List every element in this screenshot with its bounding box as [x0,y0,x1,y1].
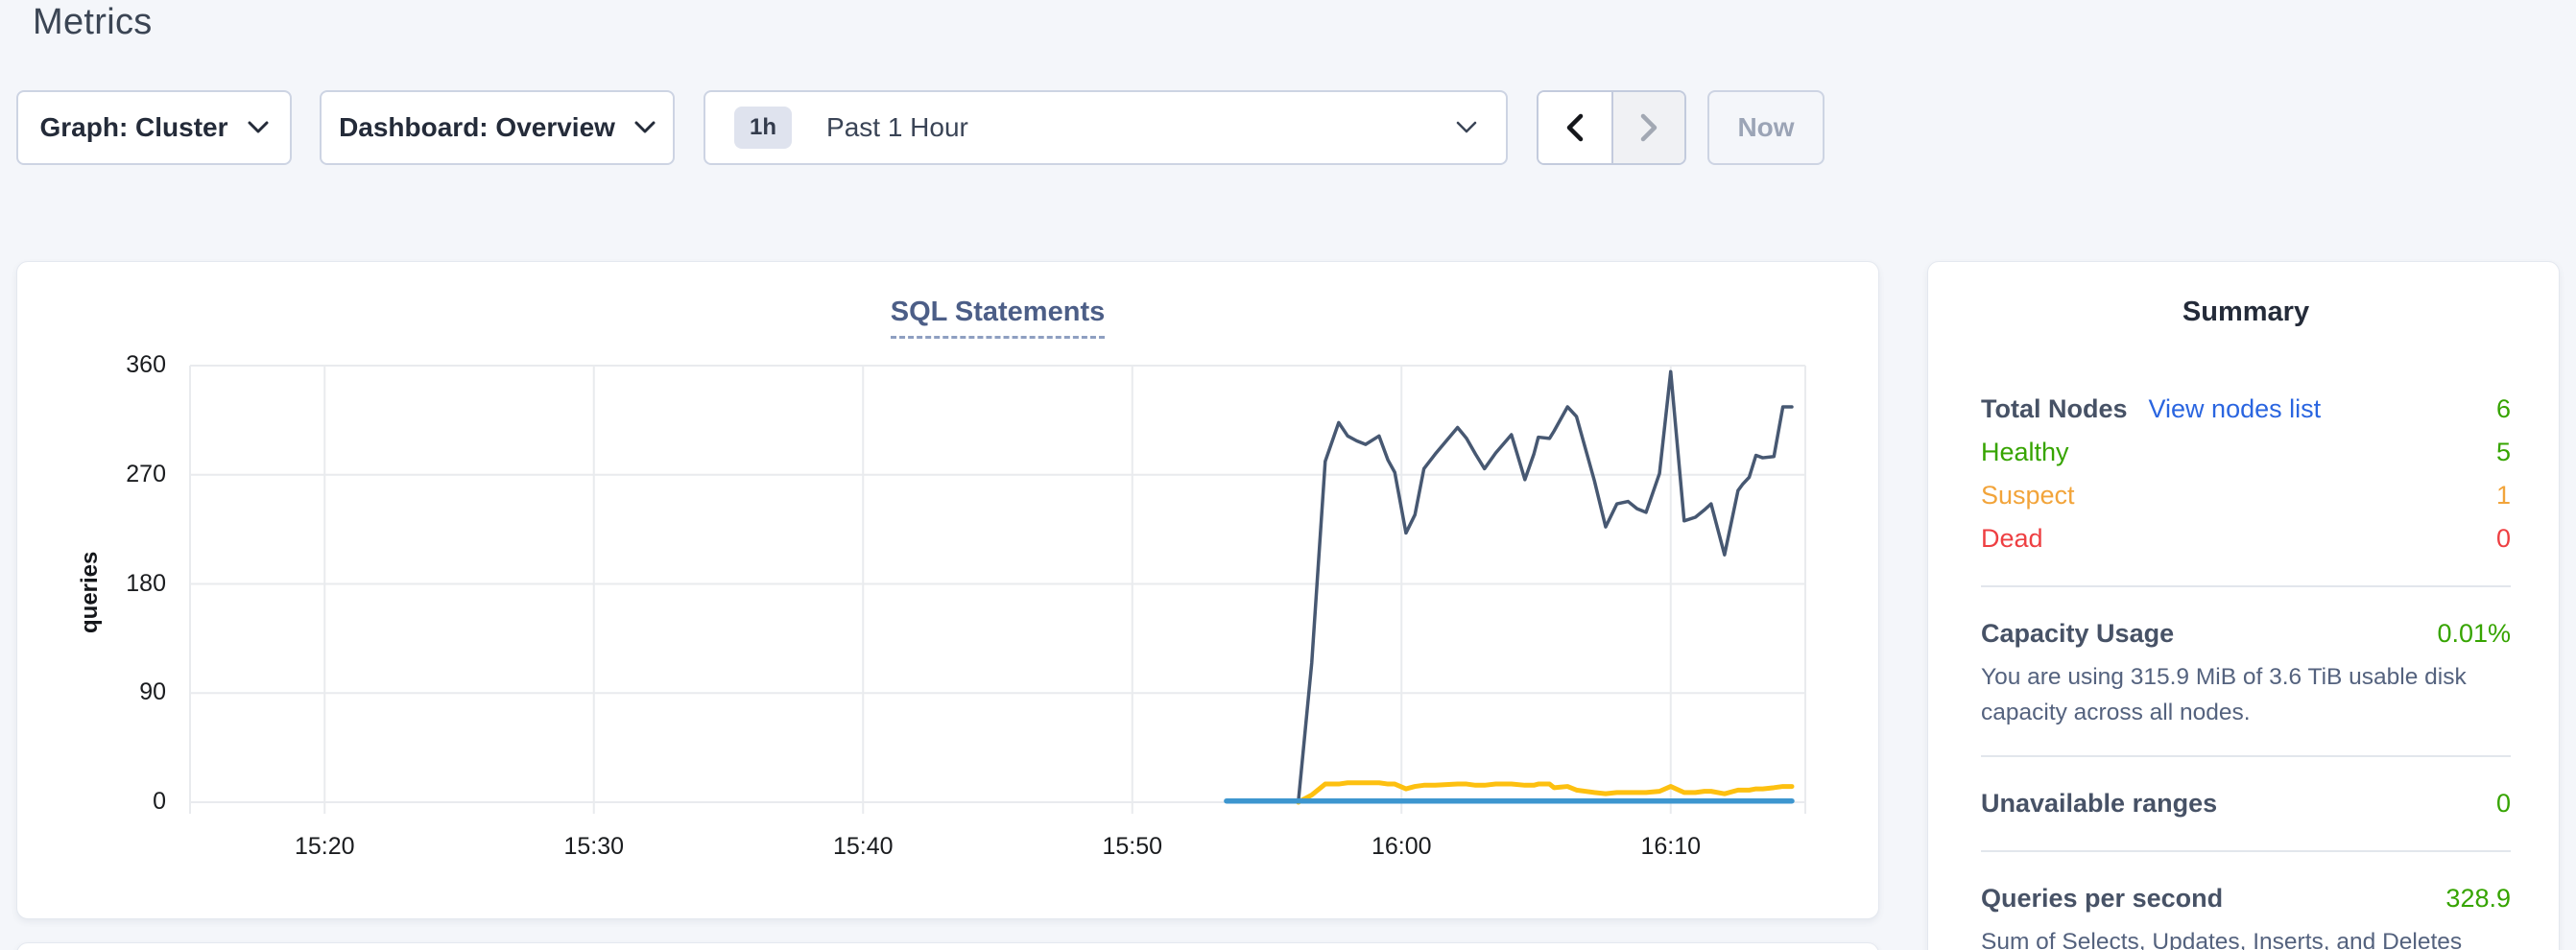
healthy-label: Healthy [1981,438,2069,466]
time-range-picker[interactable]: 1h Past 1 Hour [704,90,1508,165]
healthy-value: 5 [2495,438,2511,466]
dead-nodes-row: Dead 0 [1981,517,2511,560]
y-axis-tick-label: 360 [126,351,166,378]
y-axis-tick-label: 90 [139,678,166,706]
divider [1981,585,2511,587]
total-nodes-label: Total Nodes [1981,394,2128,423]
x-axis-tick-label: 15:30 [563,833,625,860]
y-axis-tick-label: 270 [126,460,166,487]
unavailable-ranges-value: 0 [2495,789,2511,818]
healthy-nodes-row: Healthy 5 [1981,431,2511,474]
dashboard-dropdown-label: Dashboard: Overview [339,112,615,142]
chevron-left-icon [1566,113,1584,142]
x-axis-tick-label: 16:10 [1640,833,1702,860]
total-nodes-row: Total Nodes View nodes list 6 [1981,388,2511,431]
next-chart-card [16,942,1879,950]
y-axis-tick-label: 180 [126,569,166,597]
summary-panel: Summary Total Nodes View nodes list 6 He… [1927,261,2560,950]
graph-dropdown-label: Graph: Cluster [39,112,228,142]
sql-statements-chart-card: SQL Statements queries 0 90 180 270 360 15:20… [16,261,1879,919]
unavailable-ranges-label: Unavailable ranges [1981,789,2218,818]
view-nodes-list-link[interactable]: View nodes list [2148,394,2322,423]
chart-plot-area[interactable]: 0 90 180 270 360 15:20 15:30 15:40 15:50 16:00 16:… [126,351,1806,860]
time-nav-group [1537,90,1686,165]
now-button[interactable]: Now [1707,90,1825,165]
chart-line-series2-yellow [1296,780,1795,805]
time-range-badge: 1h [734,107,793,149]
chevron-down-icon [248,121,269,133]
suspect-nodes-row: Suspect 1 [1981,474,2511,517]
x-axis-tick-label: 15:20 [294,833,355,860]
x-axis-tick-label: 15:50 [1102,833,1163,860]
dead-value: 0 [2495,524,2511,553]
queries-per-second-row: Queries per second 328.9 [1981,877,2511,920]
unavailable-ranges-row: Unavailable ranges 0 [1981,782,2511,825]
capacity-usage-value: 0.01% [2437,619,2511,648]
suspect-value: 1 [2495,481,2511,510]
queries-per-second-description: Sum of Selects, Updates, Inserts, and De… [1981,929,2463,950]
time-prev-button[interactable] [1538,92,1611,163]
divider [1981,850,2511,852]
chevron-right-icon [1640,113,1658,142]
capacity-usage-label: Capacity Usage [1981,619,2175,648]
dashboard-dropdown[interactable]: Dashboard: Overview [320,90,675,165]
suspect-label: Suspect [1981,481,2075,510]
x-axis-tick-label: 15:40 [832,833,894,860]
page-title: Metrics [33,2,153,42]
capacity-usage-row: Capacity Usage 0.01% [1981,612,2511,655]
y-axis-tick-label: 0 [153,788,166,815]
chevron-down-icon [634,121,656,133]
divider [1981,755,2511,757]
toolbar: Graph: Cluster Dashboard: Overview 1h Pa… [16,90,1825,165]
queries-per-second-value: 328.9 [2445,884,2511,913]
time-next-button[interactable] [1611,92,1684,163]
chart-line-series1-dark-blue [1296,369,1794,804]
capacity-usage-description: You are using 315.9 MiB of 3.6 TiB usabl… [1981,664,2467,725]
chart-svg [189,365,1806,814]
total-nodes-value: 6 [2495,394,2511,423]
time-range-label: Past 1 Hour [826,112,968,142]
graph-dropdown[interactable]: Graph: Cluster [16,90,292,165]
summary-title: Summary [2182,297,2310,327]
queries-per-second-label: Queries per second [1981,884,2224,913]
chart-title: SQL Statements [190,297,1805,339]
chevron-down-icon [1456,121,1477,133]
x-axis-tick-label: 16:00 [1371,833,1432,860]
dead-label: Dead [1981,524,2043,553]
